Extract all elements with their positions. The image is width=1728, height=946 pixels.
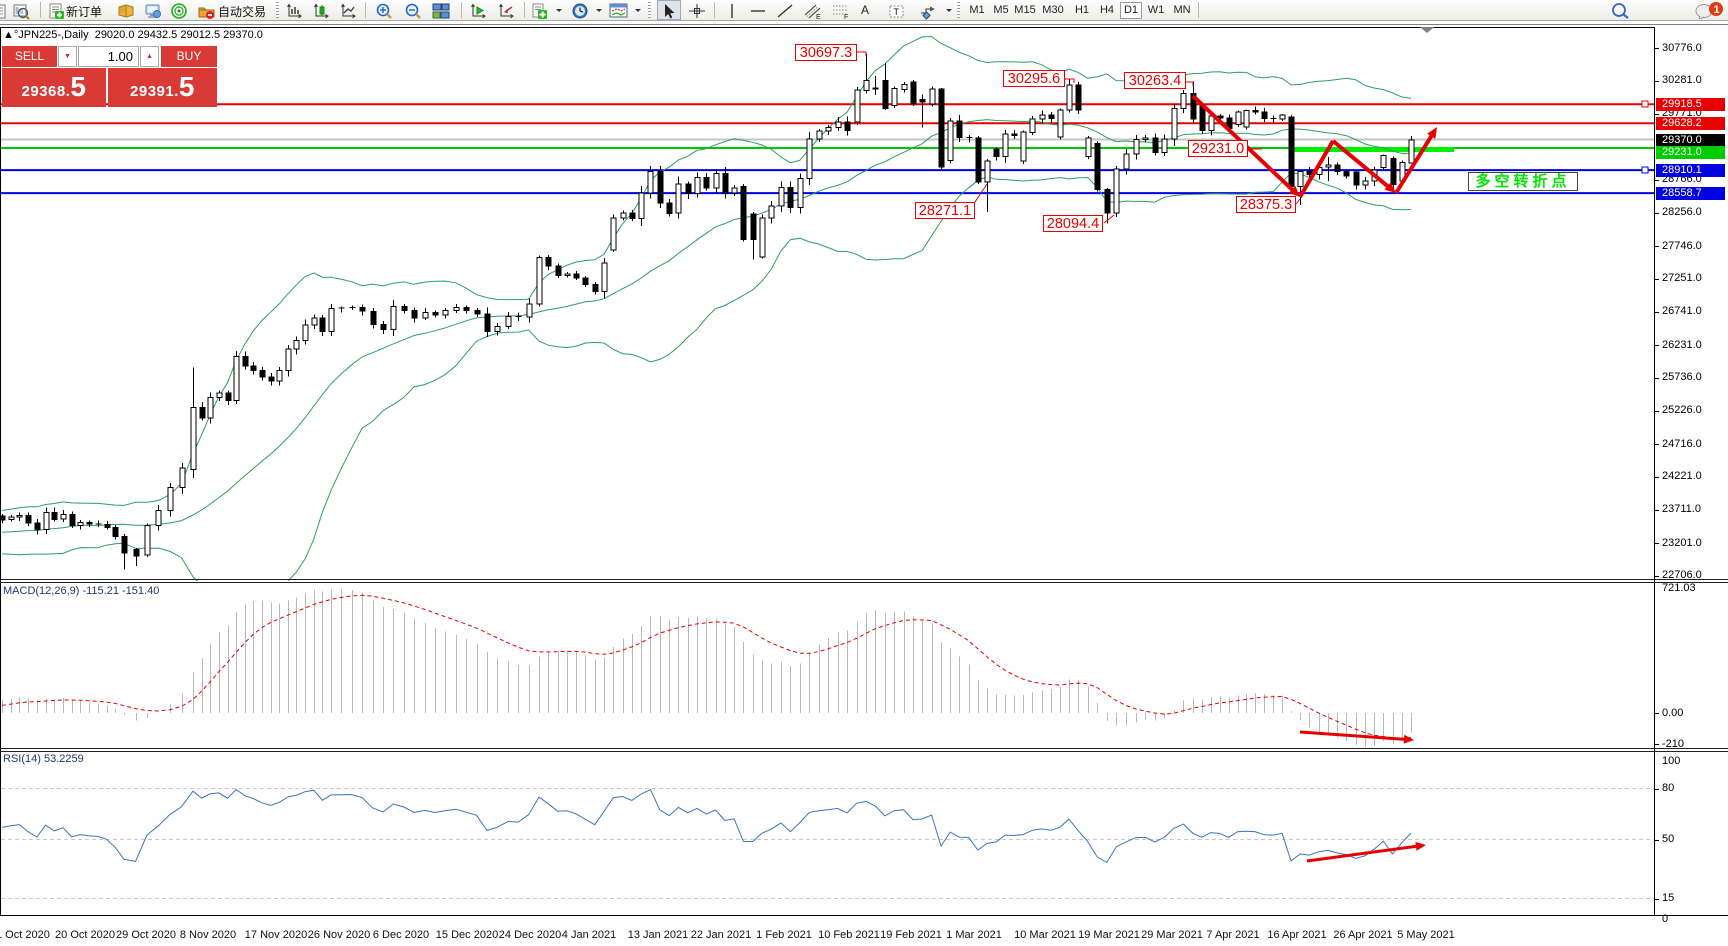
svg-text:E: E [816, 14, 821, 20]
svg-text:F: F [844, 14, 848, 20]
svg-text:1: 1 [1714, 4, 1720, 16]
svg-text:T: T [894, 7, 900, 17]
